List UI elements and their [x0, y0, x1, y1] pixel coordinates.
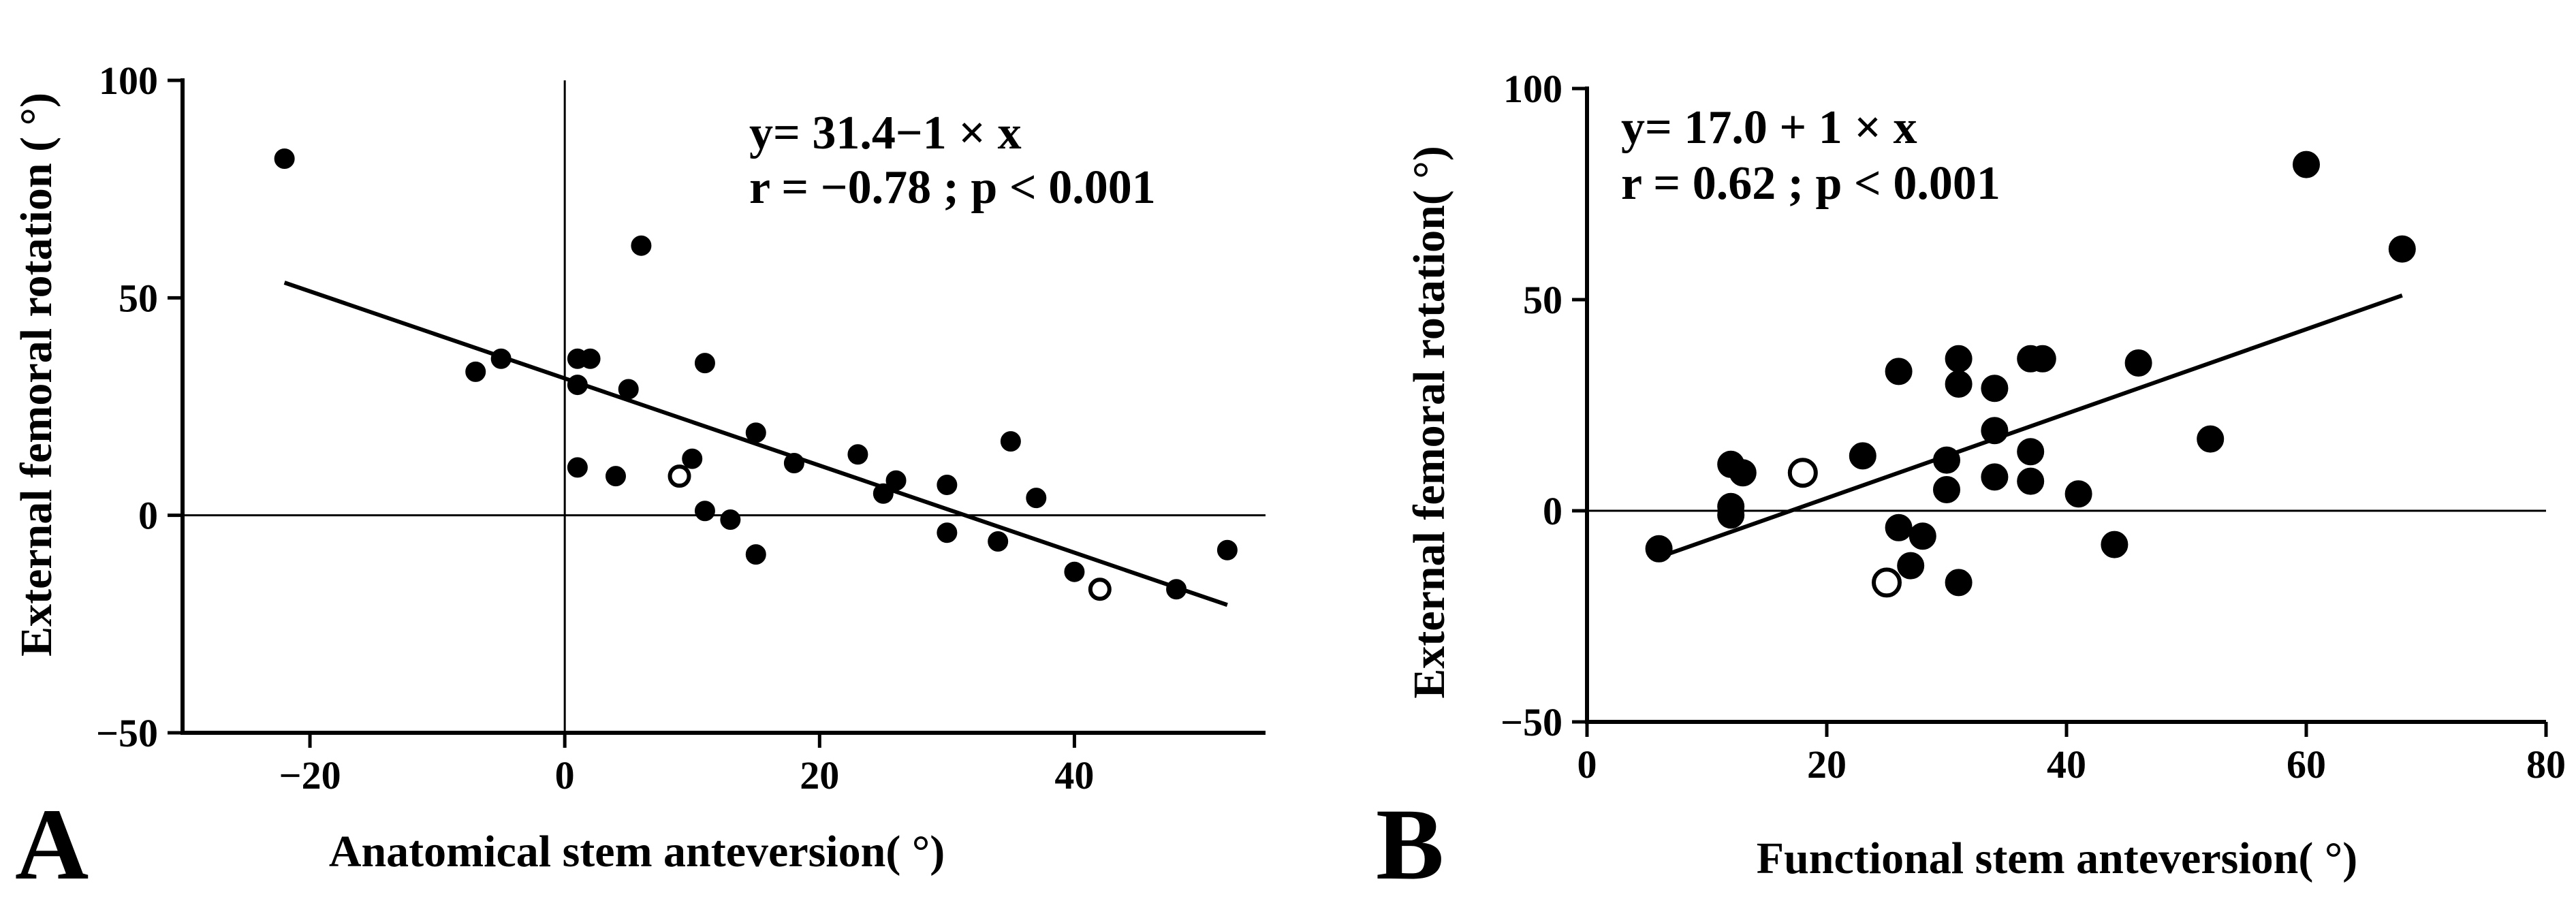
panel-b-x-tick-label: 20: [1807, 742, 1847, 787]
panel-a-point-filled: [1064, 561, 1085, 582]
panel-a-point-filled: [988, 531, 1009, 552]
panel-b-equation: y= 17.0 + 1 × x: [1621, 101, 1917, 154]
panel-a-x-axis-label: Anatomical stem anteversion( °): [329, 827, 945, 876]
panel-b-y-tick-label: 50: [1523, 278, 1562, 322]
panel-b-point-filled: [1885, 513, 1913, 541]
panel-b-point-filled: [1981, 417, 2009, 445]
panel-a-point-filled: [606, 466, 626, 487]
panel-b-point-filled: [1729, 459, 1757, 487]
panel-a-ticks: −20 0 20 40 −50 0 50 100: [96, 59, 1094, 797]
panel-a-point-filled: [567, 457, 588, 478]
panel-b-point-filled: [2064, 480, 2092, 508]
panel-a-point-filled: [631, 235, 652, 256]
panel-b-correlation: r = 0.62 ; p < 0.001: [1621, 157, 2000, 210]
panel-a-y-tick-label: 0: [138, 494, 158, 538]
panel-b-y-tick-label: 100: [1503, 67, 1562, 111]
panel-b-y-tick-label: −50: [1501, 700, 1562, 744]
panel-a-x-tick-label: 40: [1054, 753, 1094, 797]
panel-a-point-filled: [618, 379, 639, 400]
panel-b-point-filled: [1933, 446, 1960, 474]
panel-b-point-filled: [1945, 370, 1973, 398]
panel-b-point-filled: [2197, 425, 2225, 453]
panel-a-point-filled: [694, 501, 715, 522]
panel-a-point-filled: [682, 448, 703, 469]
panel-b-point-filled: [1885, 358, 1913, 385]
panel-a-correlation: r = −0.78 ; p < 0.001: [749, 161, 1156, 214]
panel-b-point-filled: [1717, 501, 1745, 529]
panel-a-x-tick-label: 20: [800, 753, 839, 797]
panel-b-point-filled: [1933, 476, 1960, 503]
panel-b-point-open: [1787, 458, 1818, 488]
panel-a-point-filled: [1216, 539, 1238, 560]
panel-a-y-tick-label: 100: [99, 59, 158, 103]
panel-b: 0 20 40 60 80 −50 0 50 100 y= 17.0 + 1 × x r = 0…: [1376, 67, 2566, 901]
panel-a-point-filled: [567, 375, 588, 396]
panel-b-point-filled: [1945, 345, 1973, 373]
panel-b-ticks: 0 20 40 60 80 −50 0 50 100: [1501, 67, 2566, 787]
panel-b-point-filled: [1849, 442, 1876, 470]
panel-a-point-filled: [490, 348, 512, 369]
panel-b-x-tick-label: 60: [2287, 742, 2326, 787]
panel-a-point-filled: [873, 483, 894, 504]
panel-b-point-filled: [1945, 569, 1973, 597]
panel-b-point-filled: [1897, 552, 1925, 580]
panel-a-point-open: [1088, 578, 1112, 601]
panel-b-x-tick-label: 40: [2047, 742, 2086, 787]
panel-b-point-filled: [2017, 467, 2045, 495]
panel-a-point-filled: [847, 444, 868, 465]
panel-b-y-axis-label: External femoral rotation( °): [1404, 146, 1454, 698]
panel-a-axes: [180, 78, 1266, 735]
panel-b-y-tick-label: 0: [1543, 489, 1562, 533]
panel-a-point-filled: [937, 522, 958, 543]
panel-a-point-filled: [783, 453, 804, 474]
panel-b-x-axis-label: Functional stem anteversion( °): [1757, 834, 2357, 883]
panel-a-y-axis-label: External femoral rotation ( °): [12, 93, 61, 657]
panel-a-letter: A: [15, 788, 89, 901]
panel-a-point-filled: [274, 148, 295, 169]
panel-a-point-filled: [1000, 431, 1021, 452]
panel-b-point-filled: [1981, 463, 2009, 491]
panel-b-point-filled: [2028, 345, 2056, 373]
panel-a-point-filled: [937, 474, 958, 495]
panel-a-x-tick-label: −20: [279, 753, 341, 797]
panel-b-point-filled: [2017, 438, 2045, 466]
panel-b-point-filled: [2124, 349, 2152, 377]
panel-b-x-tick-label: 0: [1577, 742, 1597, 787]
panel-b-point-filled: [2101, 531, 2129, 558]
panel-b-point-open: [1872, 567, 1902, 598]
panel-a-x-tick-label: 0: [555, 753, 575, 797]
panel-a-point-filled: [694, 353, 715, 374]
panel-a-equation: y= 31.4−1 × x: [749, 107, 1022, 159]
panel-a-regression-line: [283, 281, 1228, 607]
panel-a-y-tick-label: 50: [119, 276, 158, 320]
panel-a-y-tick-label: −50: [96, 711, 158, 755]
panel-a-point-filled: [1166, 579, 1187, 600]
panel-a-point-filled: [1026, 488, 1047, 509]
panel-b-regression-line: [1658, 293, 2403, 560]
panel-a-point-filled: [580, 348, 601, 369]
panel-a-points: [274, 148, 1238, 601]
panel-a-point-filled: [720, 509, 741, 531]
panel-a-point-filled: [745, 422, 766, 443]
panel-b-points: [1645, 151, 2416, 598]
panel-a-point-filled: [745, 544, 766, 565]
panel-b-x-tick-label: 80: [2526, 742, 2566, 787]
panel-b-point-filled: [1645, 535, 1673, 563]
panel-a: −20 0 20 40 −50 0 50 100 y= 31.4−1 × x r = −0.7…: [12, 59, 1266, 901]
panel-a-point-open: [667, 464, 691, 488]
panel-b-point-filled: [2388, 235, 2416, 263]
panel-b-point-filled: [1981, 375, 2009, 402]
panel-a-point-filled: [465, 361, 486, 382]
panel-b-point-filled: [1909, 522, 1936, 550]
panel-b-letter: B: [1376, 788, 1444, 901]
panel-a-point-filled: [885, 470, 907, 491]
panel-b-point-filled: [2293, 151, 2320, 178]
